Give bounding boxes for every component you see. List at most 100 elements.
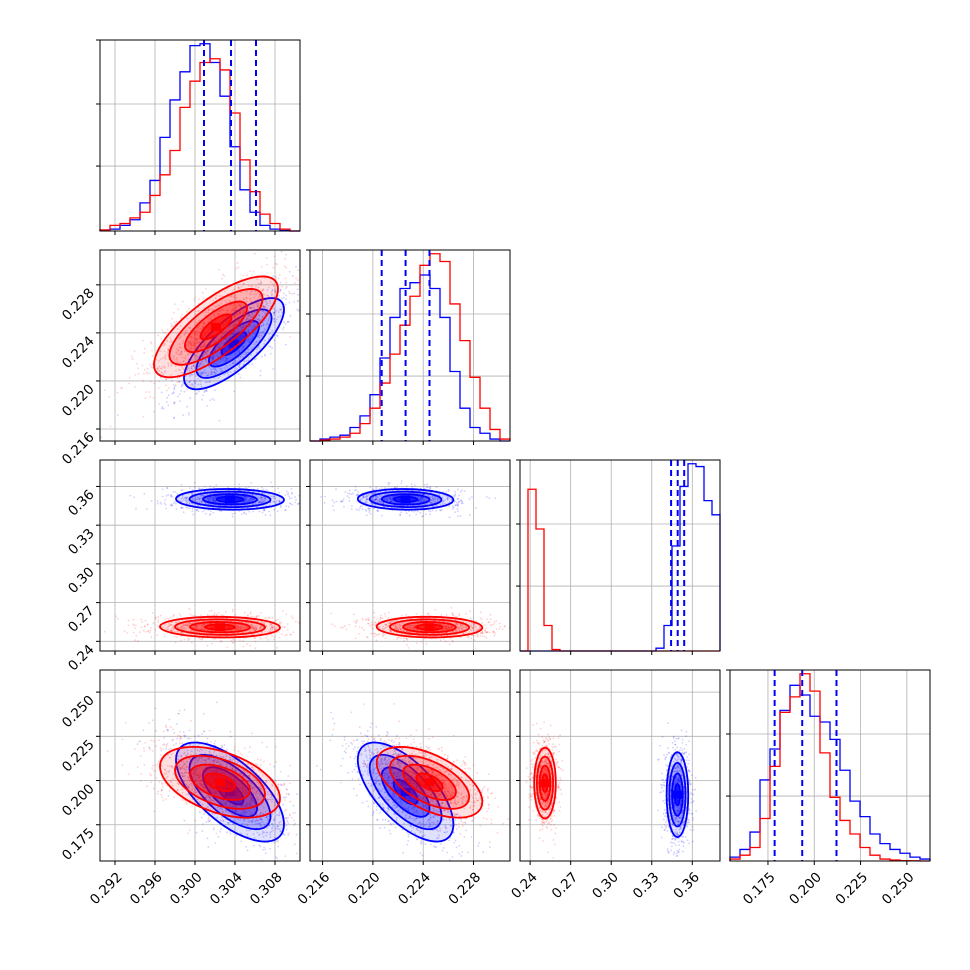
scatter-point [213, 314, 216, 317]
scatter-point [273, 635, 276, 638]
scatter-point [161, 406, 164, 408]
scatter-point [256, 298, 259, 301]
scatter-point [178, 393, 181, 396]
scatter-point [240, 285, 243, 288]
scatter-point [276, 334, 278, 337]
scatter-point [243, 359, 246, 362]
scatter-point [260, 498, 263, 501]
scatter-point [141, 621, 143, 623]
scatter-point [210, 496, 213, 498]
scatter-point [191, 492, 194, 495]
scatter-point [249, 324, 252, 326]
scatter-point [231, 512, 234, 515]
scatter-point [381, 634, 384, 637]
scatter-point [252, 306, 255, 309]
scatter-point [173, 402, 175, 405]
scatter-point [393, 627, 396, 630]
scatter-point [181, 313, 183, 316]
scatter-point [380, 514, 383, 517]
scatter-point [172, 615, 175, 617]
scatter-point [232, 304, 235, 307]
scatter-point [189, 487, 191, 489]
scatter-point [386, 498, 388, 500]
scatter-point [284, 323, 287, 326]
scatter-point [232, 641, 235, 644]
scatter-point [209, 510, 212, 513]
y-tick-label: 0.33 [65, 526, 98, 559]
scatter-point [149, 363, 151, 366]
scatter-point [266, 634, 268, 637]
scatter-point [170, 362, 172, 364]
scatter-point [149, 380, 152, 383]
scatter-point [257, 501, 260, 504]
scatter-point [216, 363, 218, 366]
scatter-point [241, 621, 244, 624]
scatter-point [238, 320, 241, 322]
scatter-point [207, 372, 210, 374]
scatter-point [262, 501, 265, 504]
scatter-point [429, 501, 432, 504]
scatter-point [381, 627, 384, 630]
scatter-point [208, 366, 211, 369]
scatter-point [213, 371, 216, 374]
scatter-point [253, 252, 256, 255]
scatter-point [267, 337, 270, 340]
scatter-point [260, 501, 263, 504]
scatter-point [180, 371, 183, 374]
scatter-point [159, 367, 162, 369]
scatter-point [211, 358, 214, 361]
scatter-point [405, 512, 408, 515]
scatter-point [192, 630, 195, 632]
scatter-point [285, 253, 287, 256]
scatter-point [242, 311, 244, 314]
scatter-point [301, 282, 303, 284]
scatter-point [368, 507, 371, 510]
scatter-point [201, 372, 204, 375]
scatter-point [237, 319, 240, 322]
scatter-point [384, 627, 387, 629]
scatter-point [266, 263, 268, 266]
scatter-point [150, 500, 153, 502]
scatter-point [163, 635, 166, 638]
scatter-point [215, 484, 218, 487]
scatter-point [267, 631, 270, 634]
scatter-point [174, 303, 176, 306]
scatter-point [250, 615, 253, 618]
scatter-point [395, 627, 398, 630]
scatter-point [227, 327, 230, 330]
scatter-point [268, 345, 270, 348]
scatter-point [163, 350, 166, 353]
scatter-point [209, 513, 212, 516]
scatter-point [450, 625, 453, 628]
scatter-point [480, 632, 483, 634]
scatter-point [198, 637, 201, 640]
scatter-point [271, 624, 274, 627]
scatter-point [170, 364, 173, 367]
scatter-point [190, 343, 193, 345]
scatter-point [279, 315, 282, 317]
scatter-point [254, 637, 256, 639]
scatter-point [186, 624, 189, 627]
scatter-point [271, 495, 274, 498]
scatter-point [254, 325, 257, 328]
scatter-point [213, 500, 215, 502]
scatter-point [251, 335, 254, 338]
histogram-red [520, 488, 720, 652]
histogram-blue [520, 463, 721, 652]
scatter-point [214, 341, 216, 344]
scatter-point [348, 623, 351, 626]
scatter-point [170, 623, 173, 626]
scatter-point [223, 274, 226, 277]
scatter-point [209, 500, 211, 502]
scatter-point [280, 621, 283, 624]
scatter-point [226, 357, 229, 360]
scatter-point [214, 340, 217, 343]
scatter-point [201, 291, 204, 294]
scatter-point [441, 496, 444, 499]
contour-blue [188, 490, 272, 509]
scatter-point [192, 341, 194, 344]
scatter-point [189, 352, 192, 355]
scatter-point [235, 306, 238, 309]
scatter-point [195, 337, 198, 340]
scatter-point [370, 502, 373, 505]
